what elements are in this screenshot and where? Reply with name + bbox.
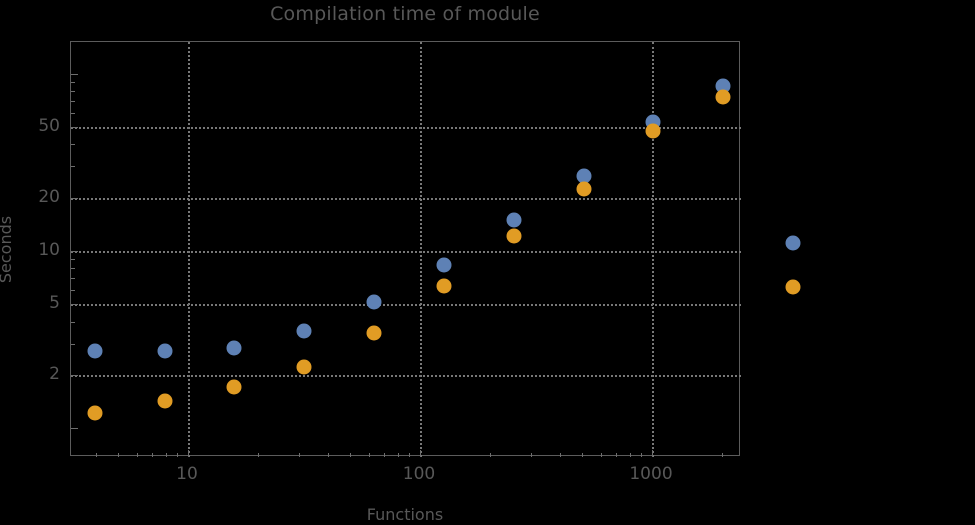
data-point-series-a [226, 340, 242, 356]
gridline-x [652, 42, 654, 457]
data-point-series-b [506, 228, 522, 244]
axis-tick [71, 278, 75, 280]
x-tick-label: 1000 [629, 464, 673, 484]
y-tick-label: 20 [38, 186, 60, 207]
axis-tick [350, 453, 352, 457]
axis-tick [582, 453, 584, 457]
axis-tick [71, 101, 75, 103]
axis-tick [71, 144, 75, 146]
axis-tick [165, 453, 167, 457]
axis-tick [257, 453, 259, 457]
axis-tick [152, 453, 154, 457]
axis-tick [95, 453, 97, 457]
axis-tick [327, 453, 329, 457]
data-point-series-a [157, 343, 173, 359]
axis-tick [420, 450, 421, 457]
axis-tick [71, 112, 75, 114]
axis-tick [71, 428, 78, 430]
data-point-series-b [645, 123, 661, 139]
axis-tick [384, 453, 386, 457]
gridline-y [71, 197, 741, 200]
data-point-series-b [87, 405, 103, 421]
data-point-series-a [576, 168, 592, 184]
axis-tick [397, 453, 399, 457]
axis-tick [530, 453, 532, 457]
axis-tick [71, 375, 78, 376]
axis-tick [71, 268, 75, 270]
axis-tick [409, 453, 411, 457]
axis-tick [489, 453, 491, 457]
data-point-series-b [157, 393, 173, 409]
data-point-series-b [296, 359, 312, 375]
x-tick-label: 10 [176, 464, 198, 484]
data-point-series-b [436, 278, 452, 294]
chart-title: Compilation time of module [270, 3, 540, 25]
axis-tick [71, 304, 78, 306]
data-point-series-b [785, 279, 801, 295]
axis-tick [71, 127, 78, 128]
gridline-y [71, 251, 741, 253]
y-tick-label: 2 [49, 364, 60, 384]
x-axis-label: Functions [366, 505, 444, 524]
axis-tick [298, 453, 300, 457]
axis-tick [71, 166, 75, 168]
data-point-series-b [715, 89, 731, 105]
y-tick-label: 5 [49, 293, 60, 314]
axis-tick [71, 251, 78, 252]
axis-tick [177, 453, 179, 457]
y-tick-label: 10 [38, 240, 60, 260]
axis-tick [368, 453, 370, 457]
gridline-y [71, 127, 741, 129]
axis-tick [629, 453, 631, 457]
gridline-y [71, 375, 741, 377]
axis-tick [71, 321, 75, 323]
axis-tick [652, 450, 653, 457]
axis-tick [71, 343, 75, 345]
data-point-series-a [785, 235, 801, 251]
axis-ticks [71, 42, 739, 457]
axis-tick [118, 453, 120, 457]
axis-tick [559, 453, 561, 457]
axis-tick [600, 453, 602, 457]
y-tick-label: 50 [38, 116, 60, 136]
axis-tick [71, 90, 75, 92]
gridline-x [188, 42, 190, 457]
data-point-series-b [226, 379, 242, 395]
axis-tick [136, 453, 138, 457]
axis-tick [71, 197, 78, 199]
axis-tick [71, 173, 78, 174]
axis-tick [71, 105, 72, 112]
data-point-series-a [436, 257, 452, 273]
axis-tick [188, 450, 189, 457]
y-axis-label: Seconds [0, 215, 16, 284]
data-point-series-a [366, 294, 382, 310]
plot-area [70, 41, 741, 457]
axis-tick [71, 290, 75, 292]
axis-tick [721, 453, 723, 457]
axis-tick [616, 453, 618, 457]
data-point-series-b [366, 325, 382, 341]
gridline-x [420, 42, 422, 457]
data-point-series-a [296, 323, 312, 339]
x-tick-label: 100 [402, 464, 436, 484]
axis-tick [71, 259, 75, 261]
data-point-series-a [87, 343, 103, 359]
axis-tick [71, 66, 72, 73]
axis-tick [71, 73, 78, 75]
gridline-y [71, 304, 741, 307]
axis-tick [71, 81, 75, 83]
axis-tick [641, 453, 643, 457]
data-point-series-a [506, 212, 522, 228]
data-point-series-b [576, 181, 592, 197]
